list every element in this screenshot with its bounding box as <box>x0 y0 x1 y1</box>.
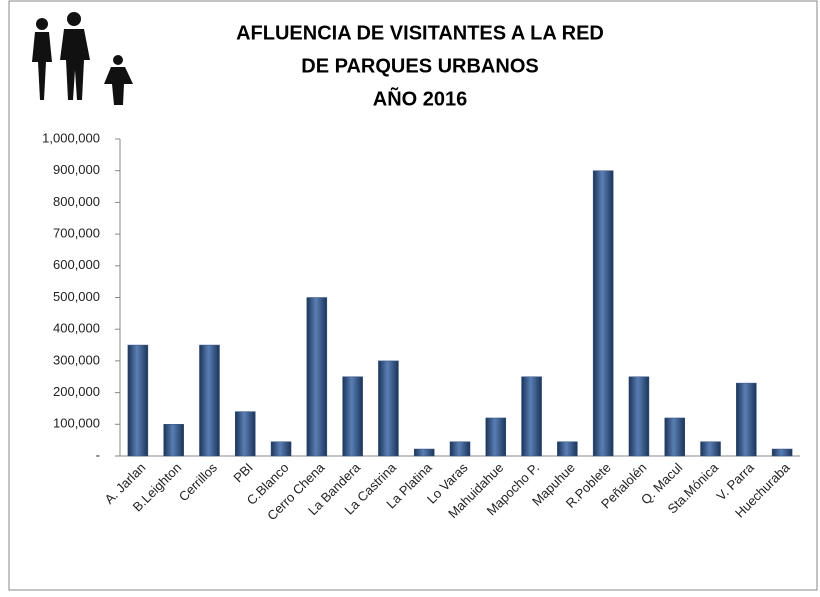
bar <box>701 442 721 456</box>
y-tick-label: 300,000 <box>53 352 100 367</box>
bar <box>486 418 506 456</box>
bar <box>235 412 255 456</box>
bar <box>736 383 756 456</box>
chart-title: AÑO 2016 <box>373 87 468 110</box>
y-tick-label: 200,000 <box>53 384 100 399</box>
y-tick-label: 100,000 <box>53 416 100 431</box>
y-tick-label: 900,000 <box>53 162 100 177</box>
y-tick-label: 1,000,000 <box>42 130 100 145</box>
bar <box>414 449 434 456</box>
y-tick-label: 700,000 <box>53 226 100 241</box>
bar <box>271 442 291 456</box>
y-tick-label: - <box>96 447 100 462</box>
bar <box>772 449 792 456</box>
y-tick-label: 500,000 <box>53 289 100 304</box>
bar <box>343 377 363 456</box>
y-tick-label: 400,000 <box>53 321 100 336</box>
bar <box>378 361 398 456</box>
page: AFLUENCIA DE VISITANTES A LA RED DE PARQU… <box>0 0 820 597</box>
bar <box>522 377 542 456</box>
bar <box>629 377 649 456</box>
bar <box>557 442 577 456</box>
bar <box>593 171 613 456</box>
bar <box>128 345 148 456</box>
bar <box>450 442 470 456</box>
chart-title: DE PARQUES URBANOS <box>301 55 538 77</box>
chart-title: AFLUENCIA DE VISITANTES A LA RED <box>236 22 604 44</box>
chart: AFLUENCIA DE VISITANTES A LA RED DE PARQU… <box>0 0 820 592</box>
y-tick-label: 800,000 <box>53 194 100 209</box>
bar <box>665 418 685 456</box>
y-tick-label: 600,000 <box>53 257 100 272</box>
bar <box>164 424 184 456</box>
bar <box>307 298 327 457</box>
bar <box>199 345 219 456</box>
